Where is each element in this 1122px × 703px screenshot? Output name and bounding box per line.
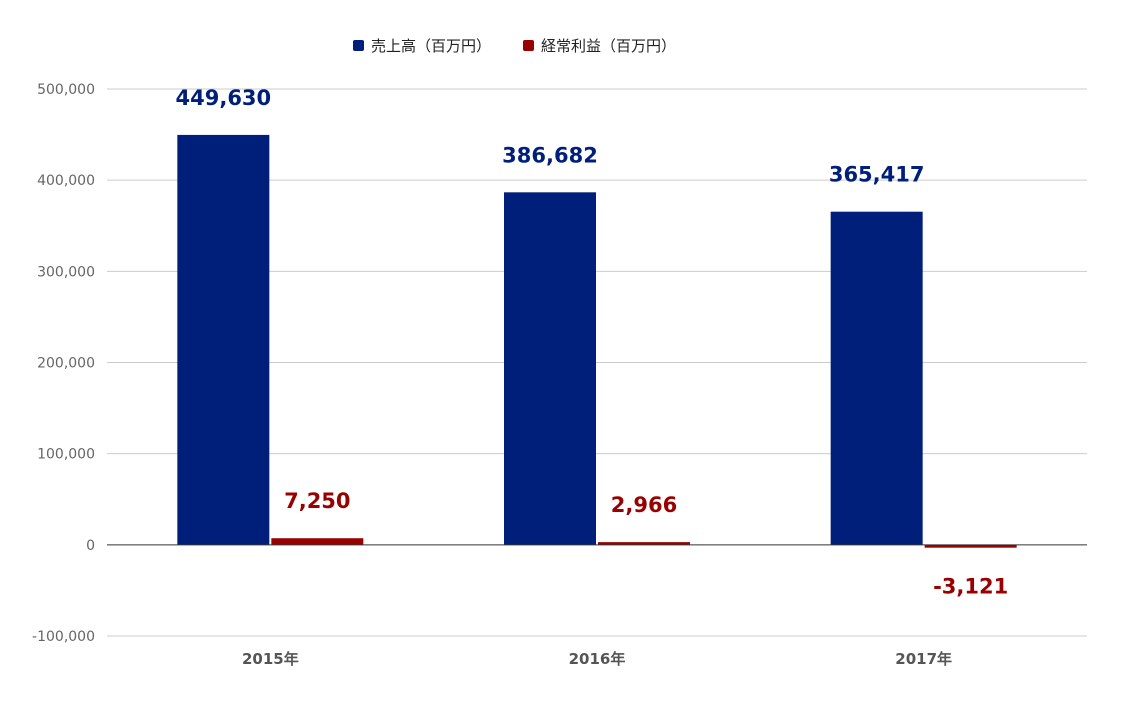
y-tick-label: 400,000 <box>37 173 95 189</box>
grid <box>107 88 1087 637</box>
y-tick-label: 0 <box>86 538 95 554</box>
x-tick-label: 2016年 <box>569 650 626 668</box>
data-label-series1-3: 365,417 <box>829 163 925 187</box>
legend: 売上高（百万円） 経常利益（百万円） <box>353 37 676 55</box>
data-label-series1-1: 449,630 <box>176 86 272 110</box>
legend-swatch-2 <box>523 40 534 51</box>
x-axis: 2015年 2016年 2017年 <box>242 650 952 668</box>
y-tick-label: -100,000 <box>32 629 95 645</box>
bar-series1-2 <box>504 192 596 545</box>
data-labels: 449,630 7,250 386,682 2,966 365,417 -3,121 <box>176 86 1009 599</box>
legend-label-1: 売上高（百万円） <box>371 37 491 55</box>
bar-series1-1 <box>177 134 270 545</box>
y-tick-label: 200,000 <box>37 356 95 372</box>
x-tick-label: 2015年 <box>242 650 299 668</box>
y-tick-label: 500,000 <box>37 82 95 98</box>
data-label-series2-3: -3,121 <box>933 575 1008 599</box>
y-tick-label: 100,000 <box>37 447 95 463</box>
data-label-series1-2: 386,682 <box>502 143 598 167</box>
legend-label-2: 経常利益（百万円） <box>541 37 676 55</box>
bar-series1-3 <box>830 211 923 545</box>
bar-series2-3 <box>924 544 1017 548</box>
bar-series2-2 <box>598 542 690 545</box>
data-label-series2-1: 7,250 <box>284 489 350 513</box>
bar-series2-1 <box>271 538 364 545</box>
legend-swatch-1 <box>353 40 364 51</box>
x-tick-label: 2017年 <box>895 650 952 668</box>
bars <box>177 134 1017 548</box>
y-axis: 500,000 400,000 300,000 200,000 100,000 0 -100… <box>32 82 95 645</box>
data-label-series2-2: 2,966 <box>611 493 677 517</box>
y-tick-label: 300,000 <box>37 264 95 280</box>
